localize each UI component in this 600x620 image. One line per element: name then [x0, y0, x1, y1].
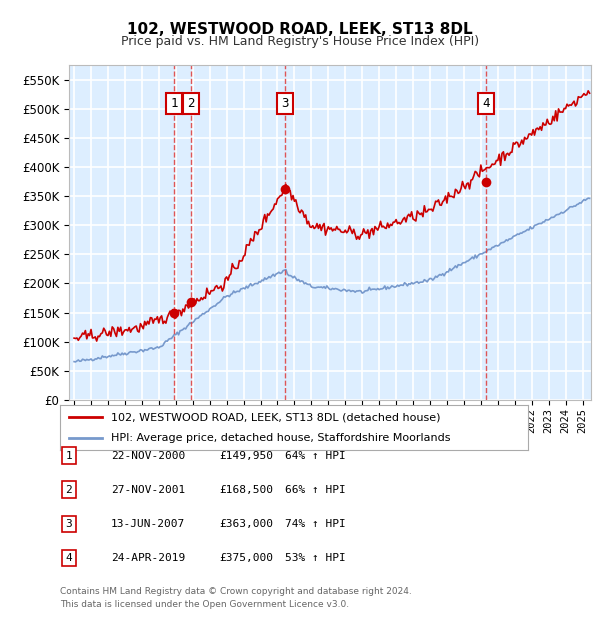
Text: Contains HM Land Registry data © Crown copyright and database right 2024.: Contains HM Land Registry data © Crown c… [60, 587, 412, 596]
Text: This data is licensed under the Open Government Licence v3.0.: This data is licensed under the Open Gov… [60, 600, 349, 609]
Text: £375,000: £375,000 [219, 553, 273, 563]
Text: 4: 4 [482, 97, 490, 110]
Text: 3: 3 [281, 97, 289, 110]
Text: £149,950: £149,950 [219, 451, 273, 461]
Text: 74% ↑ HPI: 74% ↑ HPI [285, 519, 346, 529]
Text: 3: 3 [65, 519, 73, 529]
Text: 1: 1 [65, 451, 73, 461]
Text: 2: 2 [187, 97, 195, 110]
Text: 24-APR-2019: 24-APR-2019 [111, 553, 185, 563]
Text: 1: 1 [170, 97, 178, 110]
Text: 2: 2 [65, 485, 73, 495]
Text: HPI: Average price, detached house, Staffordshire Moorlands: HPI: Average price, detached house, Staf… [112, 433, 451, 443]
Text: Price paid vs. HM Land Registry's House Price Index (HPI): Price paid vs. HM Land Registry's House … [121, 35, 479, 48]
Text: 13-JUN-2007: 13-JUN-2007 [111, 519, 185, 529]
Text: £363,000: £363,000 [219, 519, 273, 529]
Text: 102, WESTWOOD ROAD, LEEK, ST13 8DL (detached house): 102, WESTWOOD ROAD, LEEK, ST13 8DL (deta… [112, 412, 441, 422]
Text: 64% ↑ HPI: 64% ↑ HPI [285, 451, 346, 461]
Text: 53% ↑ HPI: 53% ↑ HPI [285, 553, 346, 563]
Text: 22-NOV-2000: 22-NOV-2000 [111, 451, 185, 461]
Text: 66% ↑ HPI: 66% ↑ HPI [285, 485, 346, 495]
Text: 27-NOV-2001: 27-NOV-2001 [111, 485, 185, 495]
Text: 4: 4 [65, 553, 73, 563]
Text: 102, WESTWOOD ROAD, LEEK, ST13 8DL: 102, WESTWOOD ROAD, LEEK, ST13 8DL [127, 22, 473, 37]
Text: £168,500: £168,500 [219, 485, 273, 495]
